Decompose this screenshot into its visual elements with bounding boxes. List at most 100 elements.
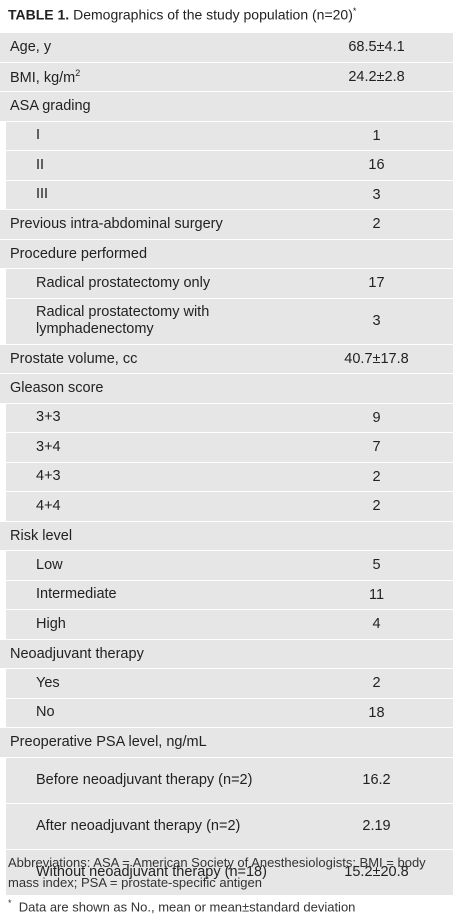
row-value: 24.2±2.8 (348, 68, 405, 85)
label-text: II (36, 156, 45, 173)
row-label: High (6, 616, 330, 633)
row-value: 15.2±20.8 (344, 864, 409, 880)
row-value: 4 (372, 616, 381, 633)
row-label: Age, y (0, 39, 330, 55)
label-text: Procedure performed (10, 245, 148, 262)
row-value: 5 (372, 557, 381, 574)
label-text: 4+3 (36, 468, 61, 485)
footnote-text: Data are shown as No., mean or mean±stan… (18, 899, 356, 915)
table-row: Intermediate 11 (6, 580, 453, 610)
table-row: After neoadjuvant therapy (n=2) 2.19 (6, 803, 453, 850)
label-text: Previous intra-abdominal surgery (10, 216, 223, 233)
row-label: Before neoadjuvant therapy (n=2) (6, 772, 330, 789)
table-row: Yes 2 (6, 669, 453, 699)
table-row: Procedure performed (0, 239, 453, 269)
table-row: ASA grading (0, 92, 453, 122)
table-row: Neoadjuvant therapy (0, 639, 453, 669)
label-text: Low (36, 556, 63, 573)
label-text: No (36, 704, 55, 721)
title-mark: * (352, 6, 357, 16)
label-text: High (36, 615, 66, 632)
table-row: High 4 (6, 610, 453, 640)
row-label: Low (6, 557, 330, 574)
row-label: II (6, 157, 330, 174)
abbreviations: Abbreviations: ASA = American Society of… (8, 855, 426, 890)
row-label: ASA grading (0, 98, 330, 114)
label-text: Radical prostatectomy only (36, 274, 211, 291)
table-row: Preoperative PSA level, ng/mL (0, 728, 453, 758)
row-value: 3 (372, 186, 381, 203)
table-row: III 3 (6, 180, 453, 210)
table-row: Previous intra-abdominal surgery 2 (0, 210, 453, 240)
label-text: After neoadjuvant therapy (n=2) (36, 817, 241, 834)
row-label: BMI, kg/m2 (0, 68, 330, 86)
row-label: Radical prostatectomy with lymphadenecto… (6, 304, 330, 338)
table-row: II 16 (6, 151, 453, 181)
table-row: BMI, kg/m2 24.2±2.8 (0, 62, 453, 92)
table-row: 3+4 7 (6, 433, 453, 463)
row-label: After neoadjuvant therapy (n=2) (6, 818, 330, 835)
table-row: Radical prostatectomy only 17 (6, 269, 453, 299)
row-label: Procedure performed (0, 246, 330, 262)
table: Age, y 68.5±4.1 BMI, kg/m2 24.2±2.8 ASA grad… (0, 33, 453, 896)
label-text: Yes (36, 674, 60, 691)
row-value: 9 (372, 409, 381, 426)
row-label: Preoperative PSA level, ng/mL (0, 734, 330, 750)
label-text: Radical prostatectomy with lymphadenecto… (36, 304, 210, 337)
table-row: Gleason score (0, 374, 453, 404)
row-value: 2 (372, 468, 381, 485)
row-label: Previous intra-abdominal surgery (0, 216, 330, 232)
row-label: 4+3 (6, 468, 330, 485)
label-text: BMI, kg/m (10, 69, 76, 86)
row-value: 1 (372, 127, 381, 144)
table-row: 4+4 2 (6, 492, 453, 522)
row-value: 40.7±17.8 (344, 350, 409, 367)
row-label: 3+3 (6, 409, 330, 426)
row-label: I (6, 127, 330, 144)
row-label: Prostate volume, cc (0, 351, 330, 367)
row-label: Gleason score (0, 380, 330, 396)
label-text: Neoadjuvant therapy (10, 645, 144, 662)
label-text: 4+4 (36, 497, 61, 514)
row-label: III (6, 186, 330, 203)
row-value: 18 (368, 704, 385, 721)
label-text: Gleason score (10, 380, 104, 397)
label-text: Without neoadjuvant therapy (n=18) (36, 863, 267, 880)
footnotes: Abbreviations: ASA = American Society of… (8, 853, 438, 917)
label-text: III (36, 186, 49, 203)
row-label: No (6, 704, 330, 721)
row-value: 2 (372, 216, 381, 233)
table-row: 4+3 2 (6, 462, 453, 492)
table-row: 3+3 9 (6, 403, 453, 433)
footnote-mark: * (8, 898, 12, 908)
table-title: TABLE 1. Demographics of the study popul… (8, 6, 356, 23)
table-row: Radical prostatectomy with lymphadenecto… (6, 298, 453, 345)
label-text: Intermediate (36, 586, 117, 603)
label-text: Preoperative PSA level, ng/mL (10, 734, 207, 751)
table-label: TABLE 1. (8, 6, 70, 23)
table-row: Prostate volume, cc 40.7±17.8 (0, 344, 453, 374)
label-text: Prostate volume, cc (10, 350, 138, 367)
row-value: 2 (372, 498, 381, 515)
table-row: Before neoadjuvant therapy (n=2) 16.2 (6, 757, 453, 804)
label-text: 3+3 (36, 409, 61, 426)
row-value: 3 (372, 313, 381, 329)
row-value: 7 (372, 439, 381, 456)
table-row: No 18 (6, 698, 453, 728)
label-text: Age, y (10, 39, 52, 56)
label-text: 3+4 (36, 438, 61, 455)
row-label: Neoadjuvant therapy (0, 646, 330, 662)
row-label: 4+4 (6, 498, 330, 515)
row-label: Yes (6, 675, 330, 692)
row-label: Without neoadjuvant therapy (n=18) (6, 864, 330, 881)
row-value: 68.5±4.1 (348, 39, 405, 56)
label-text: Risk level (10, 527, 73, 544)
row-value: 16.2 (362, 772, 391, 788)
label-text: I (36, 127, 41, 144)
label-text: ASA grading (10, 98, 91, 115)
table-row: Low 5 (6, 551, 453, 581)
row-label: 3+4 (6, 439, 330, 456)
title-text: Demographics of the study population (n=… (73, 6, 353, 23)
